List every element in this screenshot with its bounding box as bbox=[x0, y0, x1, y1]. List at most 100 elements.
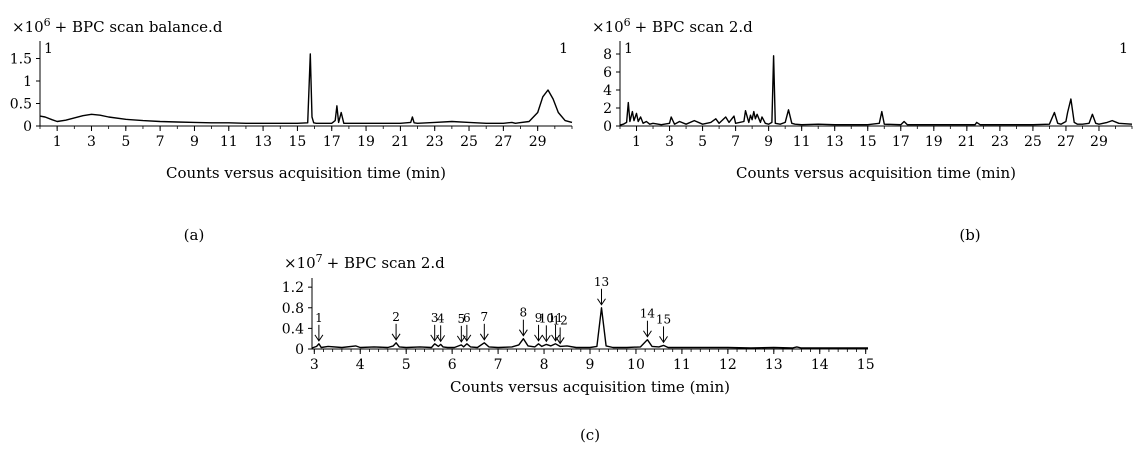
peak-label: 14 bbox=[640, 307, 656, 321]
x-tick-label: 23 bbox=[991, 134, 1009, 150]
peak-marker-6: 6 bbox=[462, 311, 472, 342]
peak-marker-5: 5 bbox=[456, 312, 466, 343]
x-axis-label: Counts versus acquisition time (min) bbox=[450, 378, 730, 396]
peak-arrow-head bbox=[462, 334, 472, 342]
x-tick-label: 1 bbox=[53, 134, 62, 150]
x-tick-label: 8 bbox=[540, 357, 549, 373]
y-tick-label: 1.5 bbox=[10, 52, 32, 68]
x-tick-label: 11 bbox=[220, 134, 238, 150]
peak-arrow-head bbox=[314, 334, 324, 342]
y-tick-label: 6 bbox=[603, 65, 612, 81]
x-tick-label: 4 bbox=[356, 357, 365, 373]
peak-arrow-head bbox=[659, 336, 668, 344]
peak-marker-15: 15 bbox=[656, 312, 671, 344]
chart-panel-c: ×107 + BPC scan 2.d00.40.81.23 4 5 6 7 8 9 10 11 1… bbox=[282, 252, 875, 444]
chart-title-text: + BPC scan 2.d bbox=[635, 18, 753, 36]
x-axis-label: Counts versus acquisition time (min) bbox=[166, 164, 446, 182]
multiplier-base: ×10 bbox=[592, 18, 624, 36]
x-tick-label: 3 bbox=[310, 357, 319, 373]
y-tick-label: 0.8 bbox=[282, 301, 304, 317]
x-tick-label: 15 bbox=[857, 357, 875, 373]
y-tick-label: 0 bbox=[603, 119, 612, 135]
y-tick-label: 0 bbox=[23, 119, 32, 135]
panel-label: (b) bbox=[959, 226, 980, 244]
x-tick-label: 6 bbox=[448, 357, 457, 373]
peak-label: 6 bbox=[463, 311, 471, 325]
x-tick-label: 11 bbox=[793, 134, 811, 150]
x-tick-label: 3 bbox=[87, 134, 96, 150]
peak-label: 13 bbox=[594, 275, 609, 289]
corner-marker-left: 1 bbox=[44, 41, 53, 57]
corner-marker-left: 1 bbox=[624, 41, 633, 57]
multiplier-base: ×10 bbox=[12, 18, 44, 36]
x-tick-label: 25 bbox=[460, 134, 478, 150]
peak-marker-8: 8 bbox=[518, 306, 528, 337]
x-tick-label: 5 bbox=[121, 134, 130, 150]
x-tick-label: 17 bbox=[892, 134, 910, 150]
x-tick-label: 5 bbox=[402, 357, 411, 373]
x-tick-label: 21 bbox=[391, 134, 409, 150]
x-tick-label: 7 bbox=[731, 134, 740, 150]
peak-label: 7 bbox=[480, 310, 488, 324]
peak-label: 11 bbox=[548, 311, 563, 325]
x-tick-label: 7 bbox=[494, 357, 503, 373]
peak-marker-7: 7 bbox=[479, 310, 489, 341]
peak-marker-1: 1 bbox=[314, 311, 324, 342]
bpc-trace-b bbox=[619, 55, 1133, 126]
bpc-trace-a bbox=[39, 53, 573, 124]
y-tick-label: 0.5 bbox=[10, 97, 32, 113]
peak-arrow-head bbox=[456, 335, 466, 343]
x-tick-label: 27 bbox=[1057, 134, 1075, 150]
x-tick-label: 11 bbox=[673, 357, 691, 373]
corner-marker-right: 1 bbox=[559, 41, 568, 57]
peak-label: 9 bbox=[535, 311, 543, 325]
x-tick-label: 23 bbox=[426, 134, 444, 150]
x-tick-label: 15 bbox=[859, 134, 877, 150]
peak-label: 8 bbox=[520, 306, 528, 320]
peak-marker-10: 10 bbox=[539, 311, 554, 343]
peak-arrow-head bbox=[534, 334, 543, 342]
y-tick-label: 0 bbox=[295, 342, 304, 358]
x-tick-label: 21 bbox=[958, 134, 976, 150]
x-tick-label: 15 bbox=[289, 134, 307, 150]
x-tick-label: 19 bbox=[925, 134, 943, 150]
peak-marker-4: 4 bbox=[436, 311, 446, 343]
x-tick-label: 1 bbox=[632, 134, 641, 150]
panel-label: (a) bbox=[184, 226, 205, 244]
peak-arrow-head bbox=[643, 330, 652, 338]
x-tick-label: 13 bbox=[254, 134, 272, 150]
x-tick-label: 29 bbox=[529, 134, 547, 150]
bpc-trace-c bbox=[311, 307, 868, 349]
peak-label: 12 bbox=[552, 313, 567, 327]
peak-arrow-head bbox=[391, 333, 401, 341]
chart-title-text: + BPC scan balance.d bbox=[55, 18, 223, 36]
x-tick-label: 29 bbox=[1090, 134, 1108, 150]
chart-title-a: ×106 + BPC scan balance.d bbox=[12, 16, 223, 36]
peak-arrow-head bbox=[518, 329, 528, 337]
x-tick-label: 9 bbox=[764, 134, 773, 150]
x-tick-label: 10 bbox=[627, 357, 645, 373]
peak-arrow-head bbox=[597, 298, 606, 306]
x-tick-label: 14 bbox=[811, 357, 829, 373]
peak-label: 15 bbox=[656, 312, 671, 326]
multiplier-exponent: 6 bbox=[624, 16, 631, 29]
peak-marker-14: 14 bbox=[640, 307, 656, 338]
x-tick-label: 5 bbox=[698, 134, 707, 150]
x-tick-label: 9 bbox=[586, 357, 595, 373]
multiplier-exponent: 6 bbox=[44, 16, 51, 29]
x-tick-label: 13 bbox=[826, 134, 844, 150]
chart-title-b: ×106 + BPC scan 2.d bbox=[592, 16, 753, 36]
y-tick-label: 0.4 bbox=[282, 321, 304, 337]
peak-label: 5 bbox=[458, 312, 466, 326]
peak-label: 10 bbox=[539, 311, 554, 325]
peak-arrow-head bbox=[551, 334, 560, 342]
peak-marker-13: 13 bbox=[594, 275, 609, 306]
peak-marker-2: 2 bbox=[391, 310, 401, 341]
chart-title-c: ×107 + BPC scan 2.d bbox=[284, 252, 445, 272]
y-tick-label: 4 bbox=[603, 83, 612, 99]
x-tick-label: 3 bbox=[665, 134, 674, 150]
multiplier-base: ×10 bbox=[284, 254, 316, 272]
x-tick-label: 9 bbox=[190, 134, 199, 150]
